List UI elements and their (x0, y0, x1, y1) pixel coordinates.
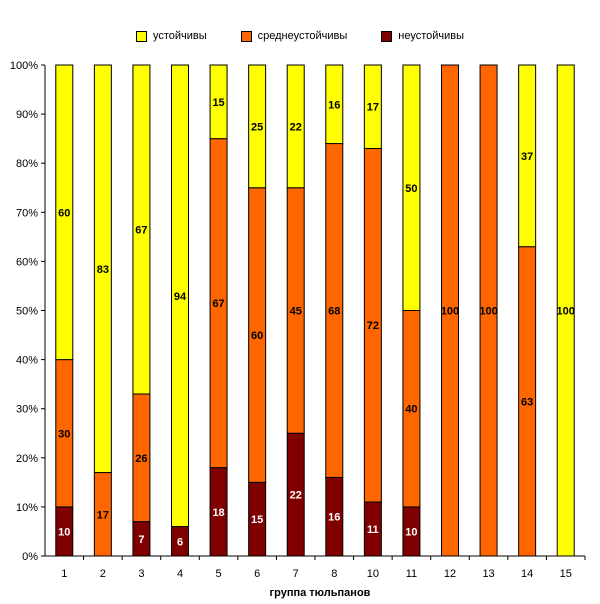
bar-segment (363, 64, 382, 149)
data-label: 40 (405, 404, 417, 416)
x-tick-label: 4 (177, 568, 183, 580)
legend-swatch-stable (135, 30, 147, 42)
bar-segment (402, 64, 421, 311)
x-tick-label: 14 (521, 568, 533, 580)
data-label: 67 (135, 224, 147, 236)
x-tick-label: 6 (254, 568, 260, 580)
legend-label-medium: среднеустойчивы (257, 30, 348, 42)
data-label: 50 (405, 183, 417, 195)
bar-segment (93, 64, 112, 474)
data-label: 30 (58, 428, 70, 440)
legend-item-unstable: неустойчивы (381, 30, 464, 42)
data-label: 60 (58, 207, 70, 219)
x-tick-label: 11 (406, 568, 417, 580)
data-label: 72 (367, 320, 379, 332)
data-label: 37 (521, 151, 533, 163)
data-label: 15 (251, 514, 263, 526)
bar-segment (479, 64, 498, 557)
y-tick-label: 30% (16, 404, 38, 416)
data-label: 17 (367, 102, 379, 114)
y-tick-label: 0% (22, 551, 38, 563)
bar-segment (248, 64, 267, 189)
legend-label-unstable: неустойчивы (398, 30, 465, 42)
bar-segment (556, 64, 575, 557)
legend-item-medium: среднеустойчивы (240, 30, 348, 42)
y-tick-label: 90% (16, 109, 38, 121)
data-label: 15 (212, 97, 224, 109)
data-label: 63 (521, 396, 533, 408)
data-label: 11 (367, 524, 379, 536)
data-label: 83 (97, 264, 109, 276)
x-axis-title: группа тюльпанов (269, 587, 371, 599)
x-tick-label: 2 (100, 568, 106, 580)
y-tick-label: 10% (16, 502, 38, 514)
x-tick-label: 3 (138, 568, 144, 580)
data-label: 26 (135, 453, 147, 465)
bar-segment (441, 64, 459, 557)
x-tick-label: 8 (331, 568, 337, 580)
bar-segment (209, 64, 228, 140)
chart-legend: устойчивы среднеустойчивы неустойчивы (0, 30, 600, 42)
bar-segment (55, 64, 74, 361)
y-tick-label: 60% (16, 256, 38, 268)
legend-label-stable: устойчивы (152, 30, 207, 42)
data-label: 10 (58, 526, 70, 538)
bar-segment (171, 64, 189, 528)
data-label: 100 (479, 306, 497, 318)
data-label: 6 (177, 536, 183, 548)
data-label: 18 (212, 507, 224, 519)
data-label: 16 (328, 99, 340, 111)
x-tick-label: 10 (367, 568, 379, 580)
y-tick-label: 40% (16, 355, 38, 367)
data-label: 17 (97, 509, 109, 521)
bar-segment (518, 64, 537, 248)
legend-swatch-unstable (381, 30, 393, 42)
data-label: 45 (290, 306, 302, 318)
data-label: 67 (212, 298, 224, 310)
data-label: 22 (290, 490, 302, 502)
x-tick-label: 12 (444, 568, 456, 580)
y-tick-label: 80% (16, 158, 38, 170)
legend-swatch-medium (240, 30, 252, 42)
bar-segment (132, 64, 151, 395)
data-label: 7 (138, 534, 144, 546)
bar-segment (286, 64, 305, 189)
data-label: 100 (441, 306, 459, 318)
data-label: 16 (328, 512, 340, 524)
y-tick-label: 20% (16, 453, 38, 465)
data-label: 94 (174, 291, 187, 303)
x-tick-label: 5 (216, 568, 222, 580)
y-tick-label: 100% (10, 60, 38, 72)
x-tick-label: 13 (482, 568, 494, 580)
data-label: 22 (290, 121, 302, 133)
data-label: 60 (251, 330, 263, 342)
y-tick-label: 50% (16, 306, 38, 318)
data-label: 10 (405, 526, 417, 538)
legend-item-stable: устойчивы (135, 30, 207, 42)
data-label: 100 (557, 306, 575, 318)
x-tick-label: 1 (61, 568, 67, 580)
data-label: 25 (251, 121, 263, 133)
x-tick-label: 7 (293, 568, 299, 580)
bar-segment (325, 64, 344, 145)
y-tick-label: 70% (16, 207, 38, 219)
x-tick-label: 15 (560, 568, 572, 580)
data-label: 68 (328, 306, 340, 318)
